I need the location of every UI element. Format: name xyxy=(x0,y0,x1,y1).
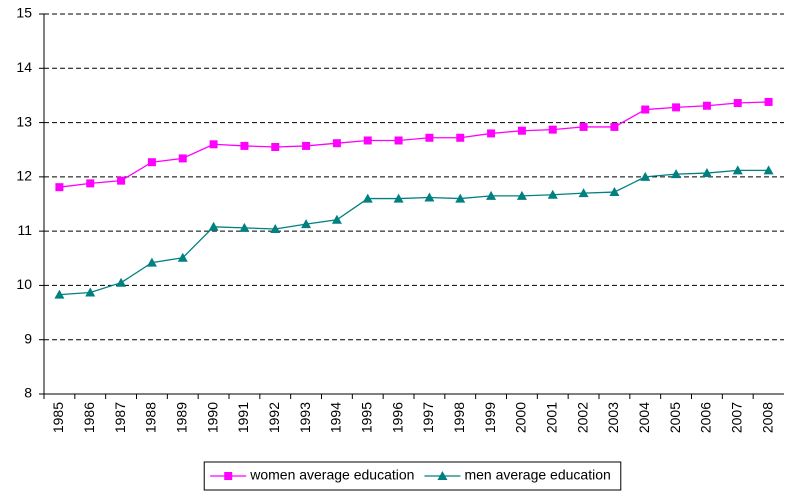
marker xyxy=(209,140,218,149)
x-tick-label: 1990 xyxy=(204,402,220,433)
series-line xyxy=(59,101,769,188)
x-tick-label: 2005 xyxy=(667,402,683,433)
marker xyxy=(85,287,96,297)
y-tick-label: 9 xyxy=(24,330,32,346)
legend: women average education men average educa… xyxy=(203,461,622,491)
x-tick-label: 1996 xyxy=(389,402,405,433)
marker xyxy=(437,471,448,480)
series-line xyxy=(59,169,769,296)
marker xyxy=(224,472,233,480)
marker xyxy=(301,219,312,229)
x-tick-label: 1999 xyxy=(482,402,498,433)
legend-label: men average education xyxy=(464,467,610,483)
marker xyxy=(640,171,651,181)
y-tick-label: 11 xyxy=(17,222,32,238)
x-tick-label: 2002 xyxy=(574,402,590,433)
y-tick-label: 10 xyxy=(16,276,32,292)
marker xyxy=(548,125,557,134)
marker xyxy=(86,179,95,188)
x-tick-label: 2004 xyxy=(636,402,652,433)
marker xyxy=(455,193,466,203)
x-tick-label: 1994 xyxy=(328,402,344,433)
marker xyxy=(331,214,342,224)
marker xyxy=(578,188,589,198)
y-tick-label: 14 xyxy=(16,59,32,75)
marker xyxy=(579,122,588,131)
marker xyxy=(486,190,497,200)
y-tick-label: 13 xyxy=(16,113,32,129)
marker xyxy=(487,129,496,138)
x-tick-label: 1992 xyxy=(266,402,282,433)
marker xyxy=(394,136,403,145)
marker xyxy=(424,192,435,202)
y-tick-label: 8 xyxy=(24,385,32,401)
marker xyxy=(701,168,712,178)
x-tick-label: 1986 xyxy=(81,402,97,433)
marker xyxy=(732,165,743,175)
marker xyxy=(516,190,527,200)
marker xyxy=(672,103,681,112)
marker xyxy=(763,165,774,175)
x-tick-label: 1993 xyxy=(297,402,313,433)
marker xyxy=(456,133,465,142)
marker xyxy=(146,257,157,267)
marker xyxy=(117,176,126,185)
marker xyxy=(55,183,64,192)
x-tick-label: 1987 xyxy=(112,402,128,433)
x-tick-label: 1988 xyxy=(143,402,159,433)
x-tick-label: 2007 xyxy=(728,402,744,433)
marker xyxy=(178,154,187,163)
marker xyxy=(641,105,650,114)
x-tick-label: 2001 xyxy=(543,402,559,433)
x-tick-label: 1995 xyxy=(358,402,374,433)
marker xyxy=(332,139,341,148)
marker xyxy=(671,169,682,179)
x-tick-label: 1997 xyxy=(420,402,436,433)
x-tick-label: 2008 xyxy=(759,402,775,433)
marker xyxy=(425,133,434,142)
x-tick-label: 2000 xyxy=(513,402,529,433)
x-tick-label: 1991 xyxy=(235,402,251,433)
marker xyxy=(116,277,127,287)
x-tick-label: 2006 xyxy=(698,402,714,433)
marker xyxy=(271,143,280,151)
marker xyxy=(177,252,188,262)
marker xyxy=(764,97,773,106)
marker xyxy=(362,193,373,203)
marker xyxy=(147,158,156,167)
marker xyxy=(240,141,249,150)
marker xyxy=(208,221,219,231)
marker xyxy=(610,122,619,131)
marker xyxy=(393,193,404,203)
marker xyxy=(239,222,250,232)
marker xyxy=(363,136,372,145)
x-tick-label: 1989 xyxy=(173,402,189,433)
x-tick-label: 2003 xyxy=(605,402,621,433)
marker xyxy=(270,223,281,233)
legend-label: women average education xyxy=(249,467,414,483)
marker xyxy=(54,289,65,299)
x-tick-label: 1998 xyxy=(451,402,467,433)
y-tick-label: 12 xyxy=(16,168,32,184)
marker xyxy=(302,141,311,150)
marker xyxy=(609,187,620,197)
x-tick-label: 1985 xyxy=(50,402,66,433)
legend-box xyxy=(203,461,622,491)
marker xyxy=(517,126,526,135)
marker xyxy=(547,189,558,199)
marker xyxy=(702,101,711,110)
y-tick-label: 15 xyxy=(16,5,32,21)
marker xyxy=(733,99,742,108)
